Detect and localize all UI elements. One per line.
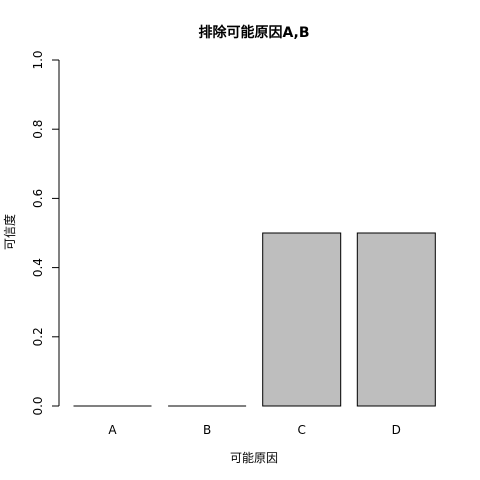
y-axis: 0.0 0.2 0.4 0.6 0.8 1.0 — [31, 50, 60, 416]
x-tick-label-B: B — [203, 423, 211, 437]
bar-C — [262, 232, 342, 407]
x-axis-label: 可能原因 — [230, 451, 278, 465]
bar-D — [356, 232, 436, 407]
x-tick-labels: A B C D — [108, 423, 401, 437]
y-tick-label: 0.2 — [31, 327, 45, 346]
y-tick-label: 0.8 — [31, 120, 45, 139]
y-tick-label: 1.0 — [31, 50, 45, 69]
y-tick-label: 0.6 — [31, 189, 45, 208]
y-tick-label: 0.4 — [31, 258, 45, 277]
y-axis-label: 可信度 — [2, 214, 17, 250]
x-tick-label-C: C — [298, 423, 306, 437]
x-tick-label-D: D — [392, 423, 401, 437]
chart-title: 排除可能原因A,B — [198, 24, 309, 41]
x-tick-label-A: A — [108, 423, 117, 437]
y-tick-label: 0.0 — [31, 396, 45, 415]
bars-group — [73, 232, 436, 407]
